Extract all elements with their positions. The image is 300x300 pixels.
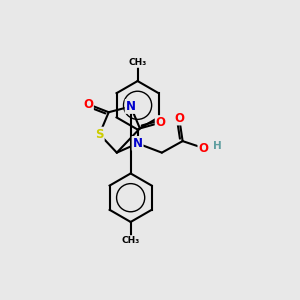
Text: O: O bbox=[83, 98, 93, 111]
Text: O: O bbox=[174, 112, 184, 124]
Text: O: O bbox=[156, 116, 166, 129]
Text: O: O bbox=[198, 142, 208, 154]
Text: N: N bbox=[133, 137, 142, 150]
Text: N: N bbox=[126, 100, 136, 113]
Text: S: S bbox=[95, 128, 104, 141]
Text: CH₃: CH₃ bbox=[122, 236, 140, 245]
Text: H: H bbox=[213, 141, 222, 151]
Text: CH₃: CH₃ bbox=[128, 58, 147, 67]
